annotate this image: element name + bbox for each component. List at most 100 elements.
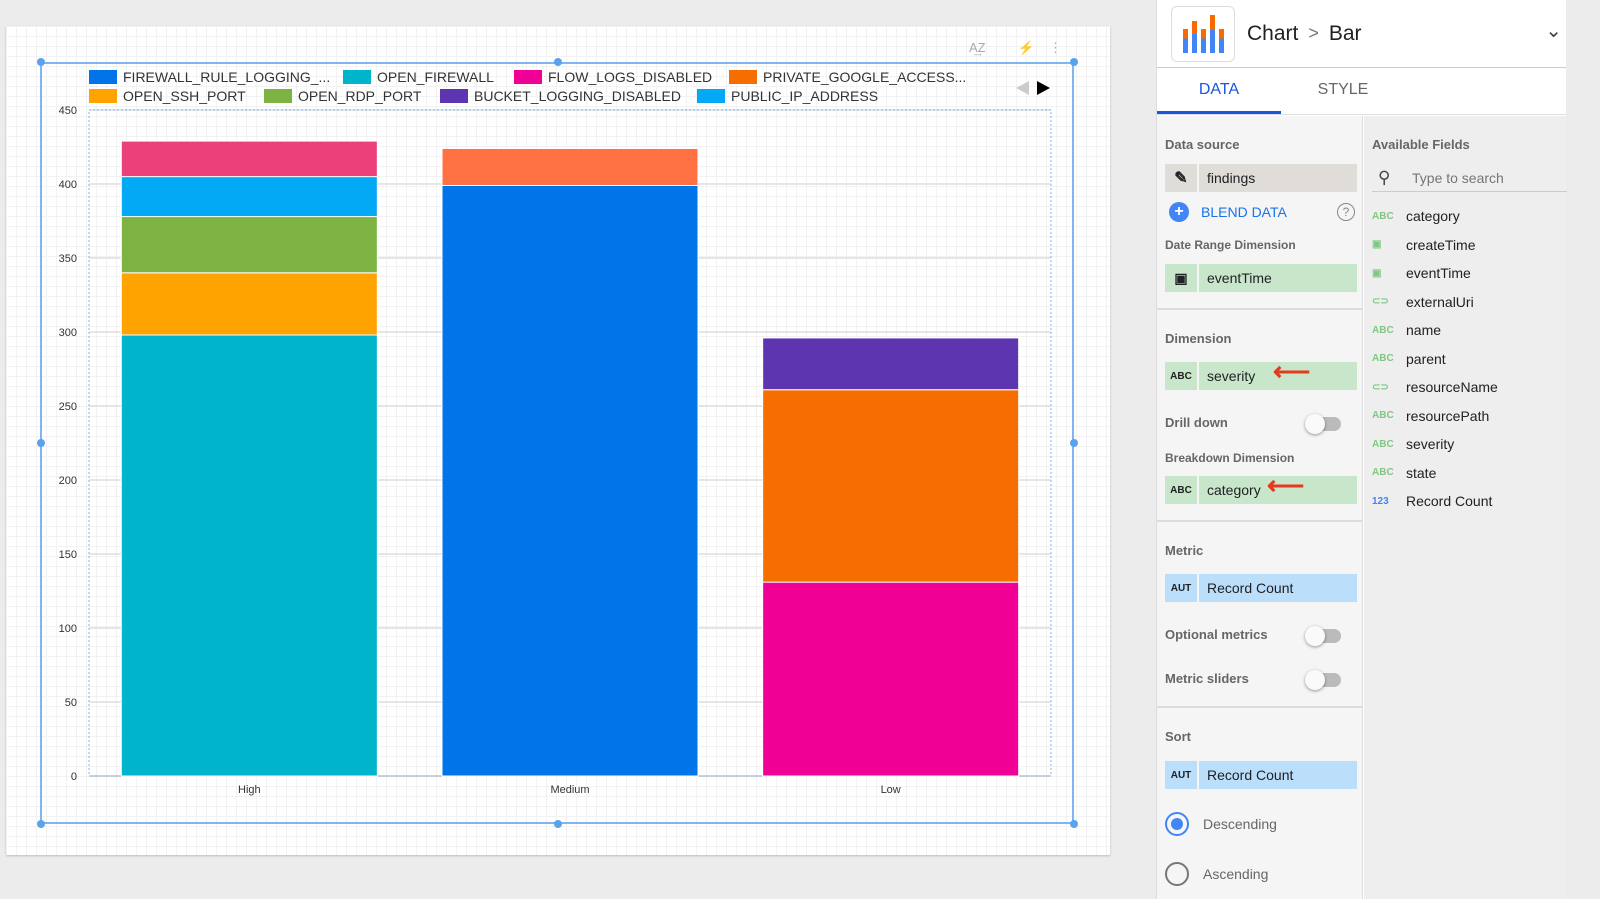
field-item[interactable]: ▣ createTime — [1372, 236, 1476, 253]
bar-segment — [120, 334, 378, 777]
drill-down-toggle[interactable] — [1305, 414, 1341, 434]
bar-segment — [120, 140, 378, 178]
sort-ascending-radio[interactable]: Ascending — [1165, 862, 1268, 886]
bar-segment — [441, 184, 699, 777]
resize-handle[interactable] — [554, 58, 562, 66]
bar-segment — [120, 272, 378, 336]
tab-style[interactable]: STYLE — [1317, 81, 1369, 98]
sort-label: Sort — [1165, 729, 1191, 744]
data-source-field[interactable]: ✎ findings — [1165, 164, 1357, 192]
available-fields-label: Available Fields — [1372, 137, 1470, 152]
metric-field[interactable]: AUT Record Count — [1165, 574, 1357, 602]
y-tick-label: 300 — [59, 327, 77, 339]
calendar-icon: ▣ — [1165, 264, 1197, 292]
field-item[interactable]: ABC severity — [1372, 436, 1455, 452]
bar-segment — [762, 337, 1020, 391]
breadcrumb-chart[interactable]: Chart — [1247, 21, 1299, 45]
lightning-icon[interactable]: ⚡ — [1018, 40, 1035, 55]
text-type-icon: ABC — [1372, 438, 1394, 450]
resize-handle[interactable] — [1070, 820, 1078, 828]
y-tick-label: 200 — [59, 475, 77, 487]
field-item[interactable]: ▣ eventTime — [1372, 265, 1471, 281]
y-tick-label: 50 — [65, 697, 77, 709]
legend-item: FIREWALL_RULE_LOGGING_... — [123, 69, 330, 85]
pencil-icon[interactable]: ✎ — [1165, 164, 1197, 192]
optional-metrics-toggle[interactable] — [1305, 626, 1341, 646]
field-search[interactable]: ⚲ — [1372, 164, 1567, 192]
field-item[interactable]: ⊂⊃ externalUri — [1372, 293, 1474, 310]
panel-header: Chart > Bar ⌄ — [1157, 0, 1566, 68]
sort-field[interactable]: AUT Record Count — [1165, 761, 1357, 789]
date-range-field[interactable]: ▣ eventTime — [1165, 264, 1357, 292]
bar-segment — [762, 581, 1020, 777]
link-icon: ⊂⊃ — [1372, 296, 1389, 307]
help-icon[interactable]: ? — [1337, 203, 1355, 221]
dimension-field[interactable]: ABC severity — [1165, 362, 1357, 390]
legend-item: OPEN_FIREWALL — [377, 69, 494, 85]
text-type-icon: ABC — [1372, 467, 1394, 478]
breakdown-label: Breakdown Dimension — [1165, 451, 1295, 465]
search-icon: ⚲ — [1378, 167, 1391, 187]
az-sort-icon[interactable]: A͢Z — [969, 40, 986, 55]
legend-item: OPEN_SSH_PORT — [123, 88, 246, 104]
breadcrumb-bar[interactable]: Bar — [1328, 21, 1362, 45]
y-tick-label: 350 — [59, 253, 77, 265]
field-item[interactable]: ABC category — [1372, 208, 1460, 224]
field-item[interactable]: 123 Record Count — [1372, 493, 1493, 509]
dimension-label: Dimension — [1165, 331, 1232, 346]
text-type-icon: ABC — [1372, 324, 1394, 336]
calendar-icon: ▣ — [1372, 267, 1382, 279]
resize-handle[interactable] — [37, 820, 45, 828]
bar-segment — [120, 176, 378, 218]
resize-handle[interactable] — [1070, 439, 1078, 447]
y-tick-label: 250 — [59, 401, 77, 413]
chevron-down-icon[interactable]: ⌄ — [1545, 20, 1562, 42]
more-vert-icon[interactable]: ⋮ — [1049, 40, 1062, 55]
legend-swatch — [89, 70, 117, 84]
calendar-icon: ▣ — [1372, 239, 1382, 250]
breakdown-field[interactable]: ABC category — [1165, 476, 1357, 504]
x-tick-label: Medium — [550, 784, 589, 796]
y-tick-label: 100 — [59, 623, 77, 635]
chevron-right-icon: > — [1308, 23, 1319, 43]
field-search-input[interactable] — [1412, 169, 1552, 186]
x-tick-label: Low — [881, 784, 901, 796]
bar-segment — [120, 216, 378, 274]
legend-swatch — [440, 89, 468, 103]
text-type-icon: ABC — [1165, 476, 1197, 504]
optional-metrics-label: Optional metrics — [1165, 627, 1268, 642]
legend-next-icon[interactable] — [1037, 81, 1050, 95]
y-tick-label: 400 — [59, 179, 77, 191]
legend-item: OPEN_RDP_PORT — [298, 88, 422, 104]
sort-descending-radio[interactable]: Descending — [1165, 812, 1277, 836]
text-type-icon: ABC — [1372, 210, 1394, 222]
legend-swatch — [697, 89, 725, 103]
legend-swatch — [343, 70, 371, 84]
bar-segment — [441, 147, 699, 186]
link-icon: ⊂⊃ — [1372, 381, 1389, 393]
y-tick-label: 0 — [71, 771, 77, 783]
field-item[interactable]: ABC resourcePath — [1372, 407, 1490, 424]
y-tick-label: 150 — [59, 549, 77, 561]
field-item[interactable]: ⊂⊃ resourceName — [1372, 379, 1498, 395]
y-tick-label: 450 — [59, 105, 77, 117]
tab-data[interactable]: DATA — [1157, 68, 1281, 114]
resize-handle[interactable] — [554, 820, 562, 828]
stacked-bar-chart: 0 50 100 150 200 250 300 350 400 450 High Medium Low… — [59, 69, 1052, 796]
field-item[interactable]: ABC name — [1372, 322, 1442, 338]
legend-item: BUCKET_LOGGING_DISABLED — [474, 88, 681, 104]
blend-data-button[interactable]: + BLEND DATA — [1169, 202, 1287, 222]
bar-segment — [762, 389, 1020, 583]
data-source-label: Data source — [1165, 137, 1240, 152]
field-item[interactable]: ABC parent — [1372, 350, 1446, 367]
metric-sliders-label: Metric sliders — [1165, 671, 1249, 686]
legend-swatch — [89, 89, 117, 103]
resize-handle[interactable] — [1070, 58, 1078, 66]
legend-swatch — [514, 70, 542, 84]
drill-down-label: Drill down — [1165, 415, 1228, 430]
field-item[interactable]: ABC state — [1372, 464, 1437, 481]
legend-prev-icon[interactable] — [1016, 81, 1029, 95]
resize-handle[interactable] — [37, 58, 45, 66]
resize-handle[interactable] — [37, 439, 45, 447]
metric-sliders-toggle[interactable] — [1305, 670, 1341, 690]
